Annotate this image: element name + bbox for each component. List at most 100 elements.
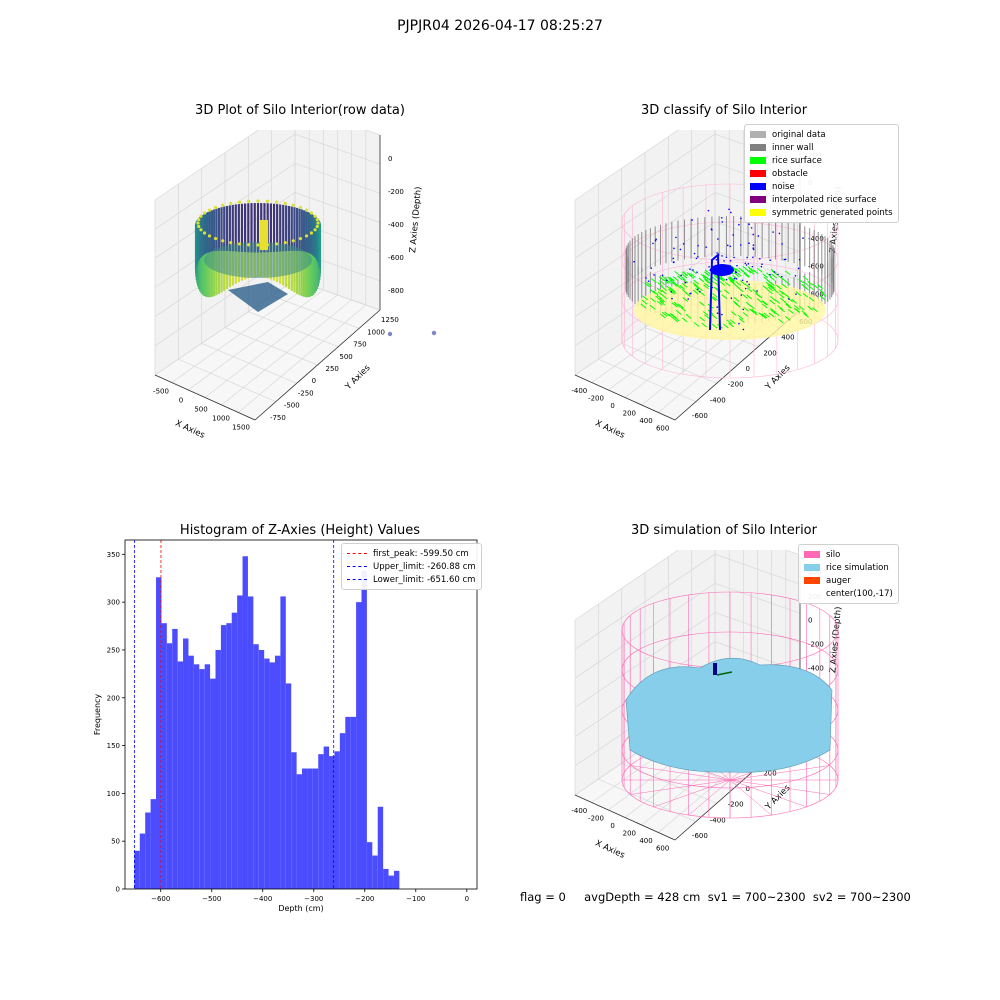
p2-noise-point	[748, 223, 750, 225]
legend-item-first-peak: first_peak: -599.50 cm	[347, 547, 476, 560]
p1-xtick-label: 500	[194, 406, 207, 414]
hist-xtick-label: −500	[202, 895, 221, 903]
p2-noise-point	[655, 239, 657, 241]
p2-noise-point	[673, 261, 675, 263]
legend-line	[347, 553, 367, 554]
p2-ytick-label: -600	[692, 412, 708, 420]
p2-noise-point	[694, 253, 696, 255]
panel1-3d-scatter: -500050010001500X Axies-750-500-25002505…	[140, 130, 510, 470]
p2-noise-point	[648, 280, 650, 282]
hist-xlabel: Depth (cm)	[278, 904, 323, 913]
p1-rim-point	[305, 208, 308, 211]
p2-noise-point	[685, 282, 687, 284]
legend-swatch	[750, 183, 766, 190]
hist-bar	[178, 661, 183, 889]
hist-ytick-label: 250	[107, 646, 120, 654]
hist-bar	[307, 769, 312, 889]
hist-bar	[362, 571, 367, 889]
legend-item-silo: silo	[804, 548, 893, 561]
p2-noise-point	[670, 291, 672, 293]
p2-noise-point	[692, 269, 694, 271]
legend-item-obstacle: obstacle	[750, 167, 893, 180]
hist-ytick-label: 200	[107, 694, 120, 702]
p2-noise-point	[728, 208, 730, 210]
p1-outlier-point	[388, 332, 392, 336]
p2-noise-point	[795, 293, 797, 295]
p1-rim-point	[247, 200, 250, 203]
p2-ylabel: Y Axies	[763, 363, 793, 393]
p2-rice-surface-point	[813, 284, 818, 288]
p2-noise-cluster	[710, 264, 734, 276]
hist-ytick-label: 300	[107, 599, 120, 607]
p1-auger-column	[260, 220, 268, 250]
legend-swatch	[750, 196, 766, 203]
p2-noise-point	[751, 227, 753, 229]
legend-label: rice surface	[772, 156, 822, 166]
legend-swatch	[750, 131, 766, 138]
legend-label: original data	[772, 130, 826, 140]
p4-ztick-label: -400	[808, 665, 824, 673]
p2-noise-point	[716, 306, 718, 308]
p2-noise-point	[708, 210, 710, 212]
p2-noise-point	[721, 314, 723, 316]
p2-noise-point	[683, 243, 685, 245]
p2-noise-point	[738, 323, 740, 325]
p1-xtick-label: -500	[153, 388, 169, 396]
p1-ytick-label: -750	[270, 414, 286, 422]
p1-xlabel: X Axies	[174, 419, 207, 442]
p2-noise-point	[723, 260, 725, 262]
p2-noise-point	[742, 309, 744, 311]
legend-label: silo	[826, 550, 840, 560]
legend-label: noise	[772, 182, 795, 192]
p2-noise-point	[761, 263, 763, 265]
p1-rim-point	[238, 200, 241, 203]
hist-bar	[286, 683, 291, 889]
legend-label: Lower_limit: -651.60 cm	[373, 575, 475, 585]
p1-rim-point	[208, 234, 211, 237]
p2-noise-point	[680, 249, 682, 251]
legend-swatch	[750, 170, 766, 177]
p1-rim-point	[229, 241, 232, 244]
hist-xtick-label: −400	[253, 895, 272, 903]
hist-xtick-label: −200	[355, 895, 374, 903]
hist-bar	[340, 733, 345, 889]
p1-xtick-label: 1000	[212, 415, 230, 423]
hist-bar	[280, 596, 285, 889]
legend-label: center(100,-17)	[826, 589, 893, 599]
legend-swatch	[750, 209, 766, 216]
legend-swatch	[804, 564, 820, 571]
p2-xtick-label: -200	[588, 394, 604, 402]
p2-noise-point	[745, 288, 747, 290]
p2-noise-point	[740, 244, 742, 246]
p1-rim-point	[275, 200, 278, 203]
p2-noise-point	[784, 259, 786, 261]
p2-rice-surface-point	[808, 286, 813, 290]
p2-noise-point	[744, 263, 746, 265]
p2-noise-point	[711, 228, 713, 230]
p1-ytick-label: 750	[353, 341, 366, 349]
p2-noise-point	[726, 279, 728, 281]
legend-item-lower-limit: Lower_limit: -651.60 cm	[347, 573, 476, 586]
p2-noise-point	[721, 221, 723, 223]
p1-ytick-label: 1250	[381, 316, 399, 324]
p2-noise-point	[708, 266, 710, 268]
hist-ylabel: Frequency	[93, 694, 102, 736]
p1-rim-point	[221, 204, 224, 207]
p2-noise-point	[653, 274, 655, 276]
p1-zlabel: Z Axies (Depth)	[408, 186, 424, 253]
p2-noise-point	[730, 212, 732, 214]
p2-ytick-label: 200	[763, 349, 776, 357]
p2-noise-point	[716, 259, 718, 261]
p2-noise-point	[748, 263, 750, 265]
p2-noise-point	[741, 294, 743, 296]
legend-item-rice-simulation: rice simulation	[804, 561, 893, 574]
status-line: flag = 0 avgDepth = 428 cm sv1 = 700~230…	[520, 890, 911, 904]
legend-item-interpolated: interpolated rice surface	[750, 193, 893, 206]
p1-rim-point	[196, 221, 199, 224]
hist-bar	[394, 871, 399, 889]
p2-noise-point	[705, 246, 707, 248]
p2-noise-point	[769, 274, 771, 276]
p1-rice-surface	[204, 242, 312, 278]
p2-noise-point	[802, 237, 804, 239]
p1-rim-point	[299, 206, 302, 209]
